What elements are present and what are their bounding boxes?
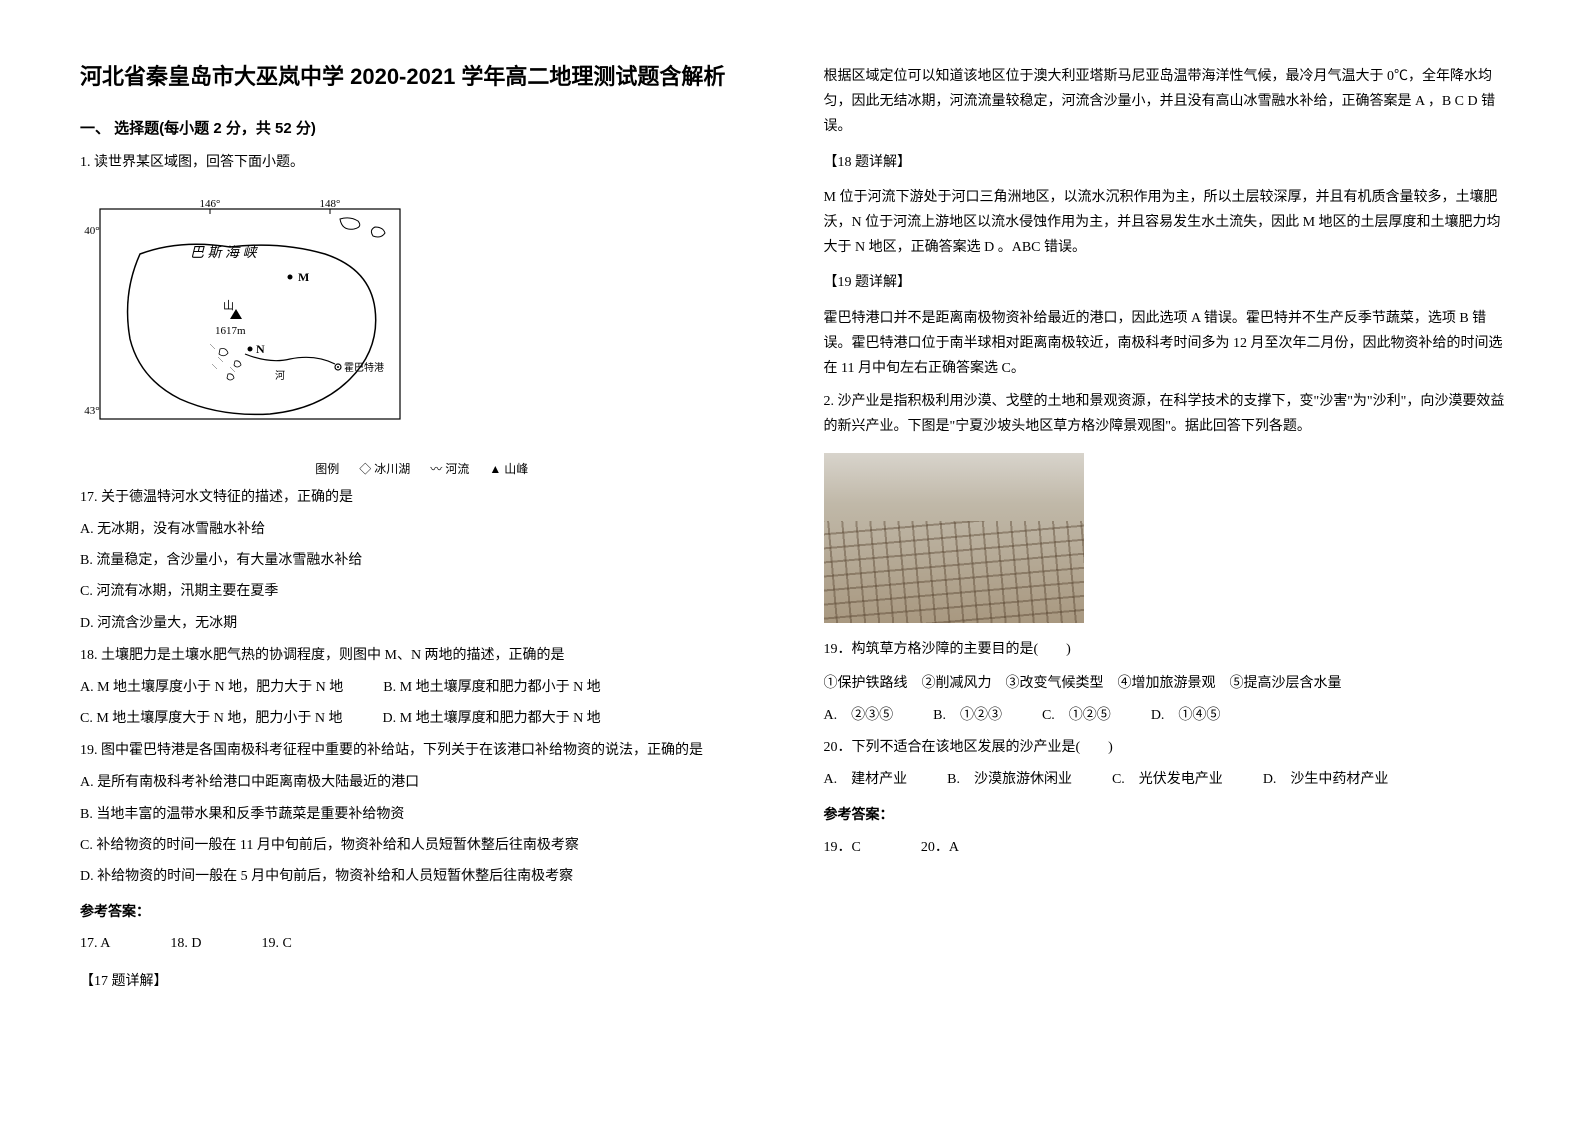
q19b-opt-d: D. ①④⑤: [1151, 703, 1221, 728]
q19b-opt-a: A. ②③⑤: [824, 703, 894, 728]
explain19-text: 霍巴特港口并不是距离南极物资补给最近的港口，因此选项 A 错误。霍巴特并不生产反…: [824, 306, 1508, 382]
q19b-choices: ①保护铁路线 ②削减风力 ③改变气候类型 ④增加旅游景观 ⑤提高沙层含水量: [824, 671, 1508, 696]
q19b-stem: 19．构筑草方格沙障的主要目的是( ): [824, 637, 1508, 662]
lon-148: 148°: [320, 198, 341, 210]
tasmania-map-svg: 146° 148° 40° 43° 巴 斯 海 峡 M 山 1617m N: [80, 189, 420, 449]
sand-barrier-photo: [824, 453, 1084, 623]
q20-opt-b: B. 沙漠旅游休闲业: [947, 767, 1072, 792]
q17-opt-a: A. 无冰期，没有冰雪融水补给: [80, 517, 764, 542]
q17-opt-c: C. 河流有冰期，汛期主要在夏季: [80, 579, 764, 604]
q19a-opt-b: B. 当地丰富的温带水果和反季节蔬菜是重要补给物资: [80, 802, 764, 827]
q17-stem: 17. 关于德温特河水文特征的描述，正确的是: [80, 485, 764, 510]
legend-glacier: ◇ 冰川湖: [359, 459, 410, 481]
left-column: 河北省秦皇岛市大巫岚中学 2020-2021 学年高二地理测试题含解析 一、 选…: [80, 60, 764, 1062]
q17-opt-d: D. 河流含沙量大，无冰期: [80, 611, 764, 636]
ans-17: 17. A: [80, 931, 110, 956]
q19b-opt-b: B. ①②③: [933, 703, 1002, 728]
q19b-options: A. ②③⑤ B. ①②③ C. ①②⑤ D. ①④⑤: [824, 703, 1508, 728]
q17-opt-b: B. 流量稳定，含沙量小，有大量冰雪融水补给: [80, 548, 764, 573]
point-n-label: N: [256, 342, 265, 356]
legend-river: 〰 河流: [430, 459, 469, 481]
legend-peak: ▲ 山峰: [489, 459, 528, 481]
ans-19b: 19．C: [824, 835, 861, 860]
q18-opt-d: D. M 地土壤厚度和肥力都大于 N 地: [383, 706, 601, 731]
q18-opt-a: A. M 地土壤厚度小于 N 地，肥力大于 N 地: [80, 675, 343, 700]
q19a-opt-d: D. 补给物资的时间一般在 5 月中旬前后，物资补给和人员短暂休整后往南极考察: [80, 864, 764, 889]
section-1-header: 一、 选择题(每小题 2 分，共 52 分): [80, 115, 764, 142]
answers1-row: 17. A 18. D 19. C: [80, 931, 764, 956]
explain17-heading: 【17 题详解】: [80, 969, 764, 994]
point-m-label: M: [298, 270, 309, 284]
lat-43: 43°: [84, 405, 99, 417]
q20-opt-d: D. 沙生中药材产业: [1263, 767, 1389, 792]
ans-18: 18. D: [170, 931, 201, 956]
lon-146: 146°: [200, 198, 221, 210]
river-label-char: 河: [275, 370, 285, 382]
q19b-opt-c: C. ①②⑤: [1042, 703, 1111, 728]
answers2-heading: 参考答案：: [824, 803, 1508, 828]
q19a-stem: 19. 图中霍巴特港是各国南极科考征程中重要的补给站，下列关于在该港口补给物资的…: [80, 738, 764, 763]
answers1-heading: 参考答案：: [80, 900, 764, 925]
explain18-text: M 位于河流下游处于河口三角洲地区，以流水沉积作用为主，所以土层较深厚，并且有机…: [824, 185, 1508, 261]
legend-label: 图例: [315, 459, 339, 481]
map-legend: 图例 ◇ 冰川湖 〰 河流 ▲ 山峰: [80, 459, 764, 481]
map-figure: 146° 148° 40° 43° 巴 斯 海 峡 M 山 1617m N: [80, 189, 420, 449]
hobart-label: 霍巴特港: [344, 362, 384, 374]
explain18-heading: 【18 题详解】: [824, 150, 1508, 175]
answers2-row: 19．C 20．A: [824, 835, 1508, 860]
explain17-text: 根据区域定位可以知道该地区位于澳大利亚塔斯马尼亚岛温带海洋性气候，最冷月气温大于…: [824, 64, 1508, 140]
right-column: 根据区域定位可以知道该地区位于澳大利亚塔斯马尼亚岛温带海洋性气候，最冷月气温大于…: [824, 60, 1508, 1062]
ans-20: 20．A: [921, 835, 959, 860]
q18-opt-b: B. M 地土壤厚度和肥力都小于 N 地: [383, 675, 600, 700]
q2-stem: 2. 沙产业是指积极利用沙漠、戈壁的土地和景观资源，在科学技术的支撑下，变"沙害…: [824, 389, 1508, 439]
q20-opt-a: A. 建材产业: [824, 767, 908, 792]
q18-stem: 18. 土壤肥力是土壤水肥气热的协调程度，则图中 M、N 两地的描述，正确的是: [80, 643, 764, 668]
sea-label: 巴 斯 海 峡: [190, 245, 258, 261]
q20-options: A. 建材产业 B. 沙漠旅游休闲业 C. 光伏发电产业 D. 沙生中药材产业: [824, 767, 1508, 792]
mountain-char: 山: [223, 299, 234, 312]
peak-elevation: 1617m: [215, 325, 246, 337]
q19a-opt-a: A. 是所有南极科考补给港口中距离南极大陆最近的港口: [80, 770, 764, 795]
q19a-opt-c: C. 补给物资的时间一般在 11 月中旬前后，物资补给和人员短暂休整后往南极考察: [80, 833, 764, 858]
q20-stem: 20．下列不适合在该地区发展的沙产业是( ): [824, 735, 1508, 760]
lat-40: 40°: [84, 225, 99, 237]
document-title: 河北省秦皇岛市大巫岚中学 2020-2021 学年高二地理测试题含解析: [80, 60, 764, 93]
q20-opt-c: C. 光伏发电产业: [1112, 767, 1223, 792]
explain19-heading: 【19 题详解】: [824, 270, 1508, 295]
q1-stem: 1. 读世界某区域图，回答下面小题。: [80, 150, 764, 175]
q18-opt-c: C. M 地土壤厚度大于 N 地，肥力小于 N 地: [80, 706, 343, 731]
photo-grid-pattern: [824, 521, 1084, 623]
ans-19: 19. C: [261, 931, 291, 956]
